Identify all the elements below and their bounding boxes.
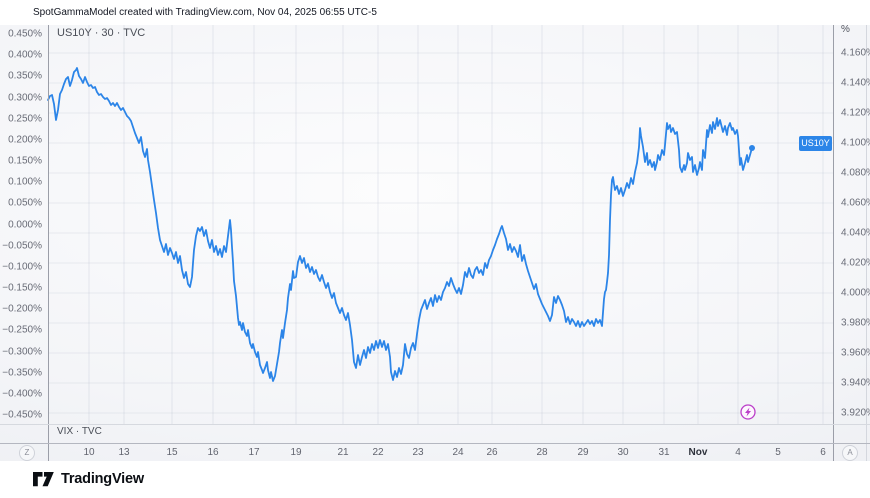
last-value-dot (749, 145, 755, 151)
left-axis-tick: −0.150% (2, 282, 42, 294)
tradingview-logo[interactable]: TradingView (33, 471, 144, 487)
left-scale-border (48, 25, 49, 461)
right-axis-tick: 3.980% (841, 317, 870, 329)
time-axis-tick: 24 (452, 447, 464, 458)
time-axis-tick: 21 (337, 447, 349, 458)
right-axis-tick: 3.940% (841, 377, 870, 389)
time-axis-tick: 19 (290, 447, 302, 458)
time-axis-tick: 15 (166, 447, 178, 458)
tradingview-logo-icon (33, 471, 54, 486)
left-axis-tick: −0.050% (2, 240, 42, 252)
pane-divider[interactable] (0, 424, 870, 425)
left-axis-tick: −0.350% (2, 367, 42, 379)
right-axis-tick: 3.960% (841, 347, 870, 359)
timezone-button[interactable]: Z (19, 445, 35, 461)
left-axis-tick: 0.400% (8, 49, 42, 61)
right-axis-tick: 4.120% (841, 107, 870, 119)
left-axis-tick: 0.450% (8, 28, 42, 40)
right-axis-tick: 4.040% (841, 227, 870, 239)
time-axis-tick: 17 (248, 447, 260, 458)
right-axis-tick: 4.060% (841, 197, 870, 209)
time-axis-tick: 13 (118, 447, 130, 458)
left-axis-tick: 0.250% (8, 113, 42, 125)
time-axis-tick: 6 (820, 447, 826, 458)
time-axis-tick: 31 (658, 447, 670, 458)
price-series-svg (47, 25, 833, 424)
right-axis-unit-label[interactable]: % (841, 24, 850, 35)
right-axis-tick: 3.920% (841, 407, 870, 419)
auto-scale-button[interactable]: A (842, 445, 858, 461)
time-axis-tick: 4 (735, 447, 741, 458)
chart-plot-area[interactable]: US10Y · 30 · TVC (0, 25, 870, 461)
time-axis-tick: 26 (486, 447, 498, 458)
attribution-text: SpotGammaModel created with TradingView.… (33, 7, 377, 18)
time-axis-tick: 30 (617, 447, 629, 458)
left-axis-tick: −0.250% (2, 324, 42, 336)
right-scale-border (833, 25, 834, 461)
left-axis-tick: 0.100% (8, 176, 42, 188)
time-axis-tick: 5 (775, 447, 781, 458)
lightning-icon (745, 407, 751, 417)
left-axis-tick: 0.350% (8, 70, 42, 82)
right-axis-tick: 4.140% (841, 77, 870, 89)
time-axis-tick: 29 (577, 447, 589, 458)
time-axis-tick: 22 (372, 447, 384, 458)
left-axis-tick: 0.150% (8, 155, 42, 167)
time-axis-border (0, 443, 870, 444)
left-axis-tick: −0.450% (2, 409, 42, 421)
symbol-legend[interactable]: US10Y · 30 · TVC (57, 27, 146, 39)
time-axis-tick: 23 (412, 447, 424, 458)
price-line (47, 67, 753, 382)
time-axis-tick: 16 (207, 447, 219, 458)
last-price-badge[interactable]: US10Y (799, 136, 832, 151)
left-axis-tick: −0.100% (2, 261, 42, 273)
time-axis-tick: 28 (536, 447, 548, 458)
tradingview-logo-text: TradingView (61, 471, 144, 487)
lightning-event-marker (740, 404, 756, 420)
left-axis-tick: 0.200% (8, 134, 42, 146)
right-axis-tick: 4.020% (841, 257, 870, 269)
right-axis-tick: 4.100% (841, 137, 870, 149)
right-axis-tick: 4.080% (841, 167, 870, 179)
left-axis-tick: 0.300% (8, 92, 42, 103)
left-axis-tick: −0.400% (2, 388, 42, 400)
right-edge-border (866, 25, 867, 461)
right-axis-tick: 4.160% (841, 47, 870, 59)
left-axis-tick: 0.050% (8, 197, 42, 209)
left-axis-tick: −0.200% (2, 303, 42, 315)
vix-pane-legend[interactable]: VIX · TVC (57, 426, 102, 437)
left-axis-tick: 0.000% (8, 219, 42, 231)
time-axis-tick: Nov (688, 447, 708, 458)
right-axis-tick: 4.000% (841, 287, 870, 299)
time-axis-tick: 10 (83, 447, 95, 458)
left-axis-tick: −0.300% (2, 346, 42, 358)
